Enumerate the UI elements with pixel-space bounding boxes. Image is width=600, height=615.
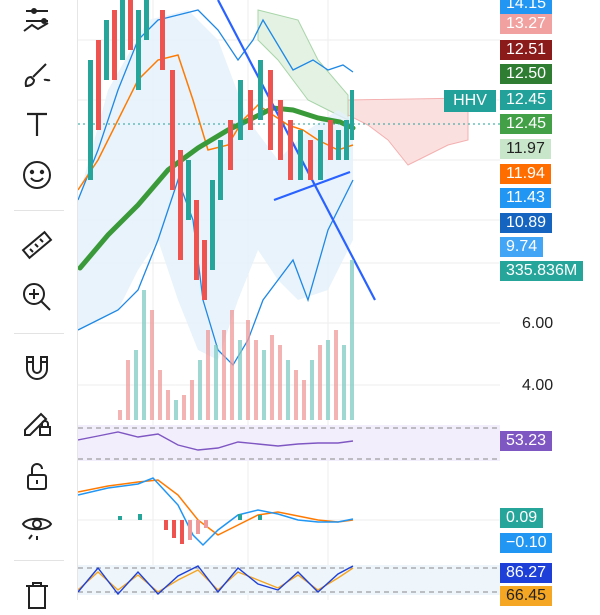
unlock-icon	[27, 463, 47, 490]
delete-tool[interactable]	[14, 575, 60, 615]
stoch-d-tag: 66.45	[500, 586, 553, 606]
smiley-icon	[23, 161, 51, 189]
price-tag: 12.50	[500, 64, 553, 84]
macd-signal-tag: −0.10	[500, 533, 553, 553]
trash-icon	[26, 582, 48, 609]
unlock-tool[interactable]	[14, 456, 60, 496]
bollinger-upper	[78, 9, 354, 201]
stoch-k-tag: 86.27	[500, 563, 553, 583]
rsi-pane	[78, 425, 500, 461]
trendline-support	[273, 170, 351, 202]
price-tag: 12.45	[500, 90, 553, 110]
separator	[14, 560, 64, 561]
price-tag: 13.27	[500, 14, 553, 34]
ruler-tool[interactable]	[14, 225, 60, 265]
volume-bars	[118, 260, 354, 420]
separator	[14, 210, 64, 211]
eye-icon	[21, 517, 53, 540]
text-icon	[27, 112, 47, 136]
magnet-icon	[26, 356, 48, 380]
stochastic-pane	[78, 565, 500, 596]
axis-tick: 6.00	[522, 315, 554, 332]
lines-nodes-icon	[23, 8, 49, 32]
hhv-label: HHV	[444, 90, 496, 112]
price-chart[interactable]	[78, 0, 500, 600]
zoom-tool[interactable]	[14, 277, 60, 317]
price-tag: 11.94	[500, 164, 551, 184]
ruler-icon	[21, 230, 53, 260]
brush-icon	[24, 63, 51, 88]
price-axis[interactable]: 14.15 13.27 12.51 12.50 12.45 12.45 11.9…	[500, 0, 600, 606]
axis-tick: 4.00	[522, 377, 554, 394]
pencil-lock-icon	[24, 412, 51, 436]
text-tool[interactable]	[14, 104, 60, 144]
visibility-tool[interactable]	[14, 505, 60, 545]
price-tag: 9.74	[500, 237, 544, 257]
separator	[14, 333, 64, 334]
price-tag: 14.15	[500, 0, 553, 14]
price-tag: 12.51	[500, 40, 553, 60]
price-tag: 11.43	[500, 188, 551, 208]
candles	[88, 0, 354, 300]
price-tag: 12.45	[500, 114, 553, 134]
emoji-tool[interactable]	[14, 155, 60, 195]
lock-drawing-tool[interactable]	[14, 402, 60, 442]
rsi-tag: 53.23	[500, 431, 553, 451]
magnet-tool[interactable]	[14, 348, 60, 388]
brush-tool[interactable]	[14, 55, 60, 95]
macd-tag: 0.09	[500, 508, 544, 528]
indicators-tool[interactable]	[14, 0, 60, 40]
macd-pane	[78, 477, 500, 547]
zoom-in-icon	[23, 283, 51, 311]
ichimoku-cloud-bearish	[347, 97, 469, 166]
drawing-toolbar	[0, 0, 78, 609]
volume-tag: 335.836M	[500, 261, 584, 281]
price-tag: 10.89	[500, 213, 553, 233]
price-tag: 11.97	[500, 139, 551, 159]
trendline-down	[217, 0, 376, 301]
